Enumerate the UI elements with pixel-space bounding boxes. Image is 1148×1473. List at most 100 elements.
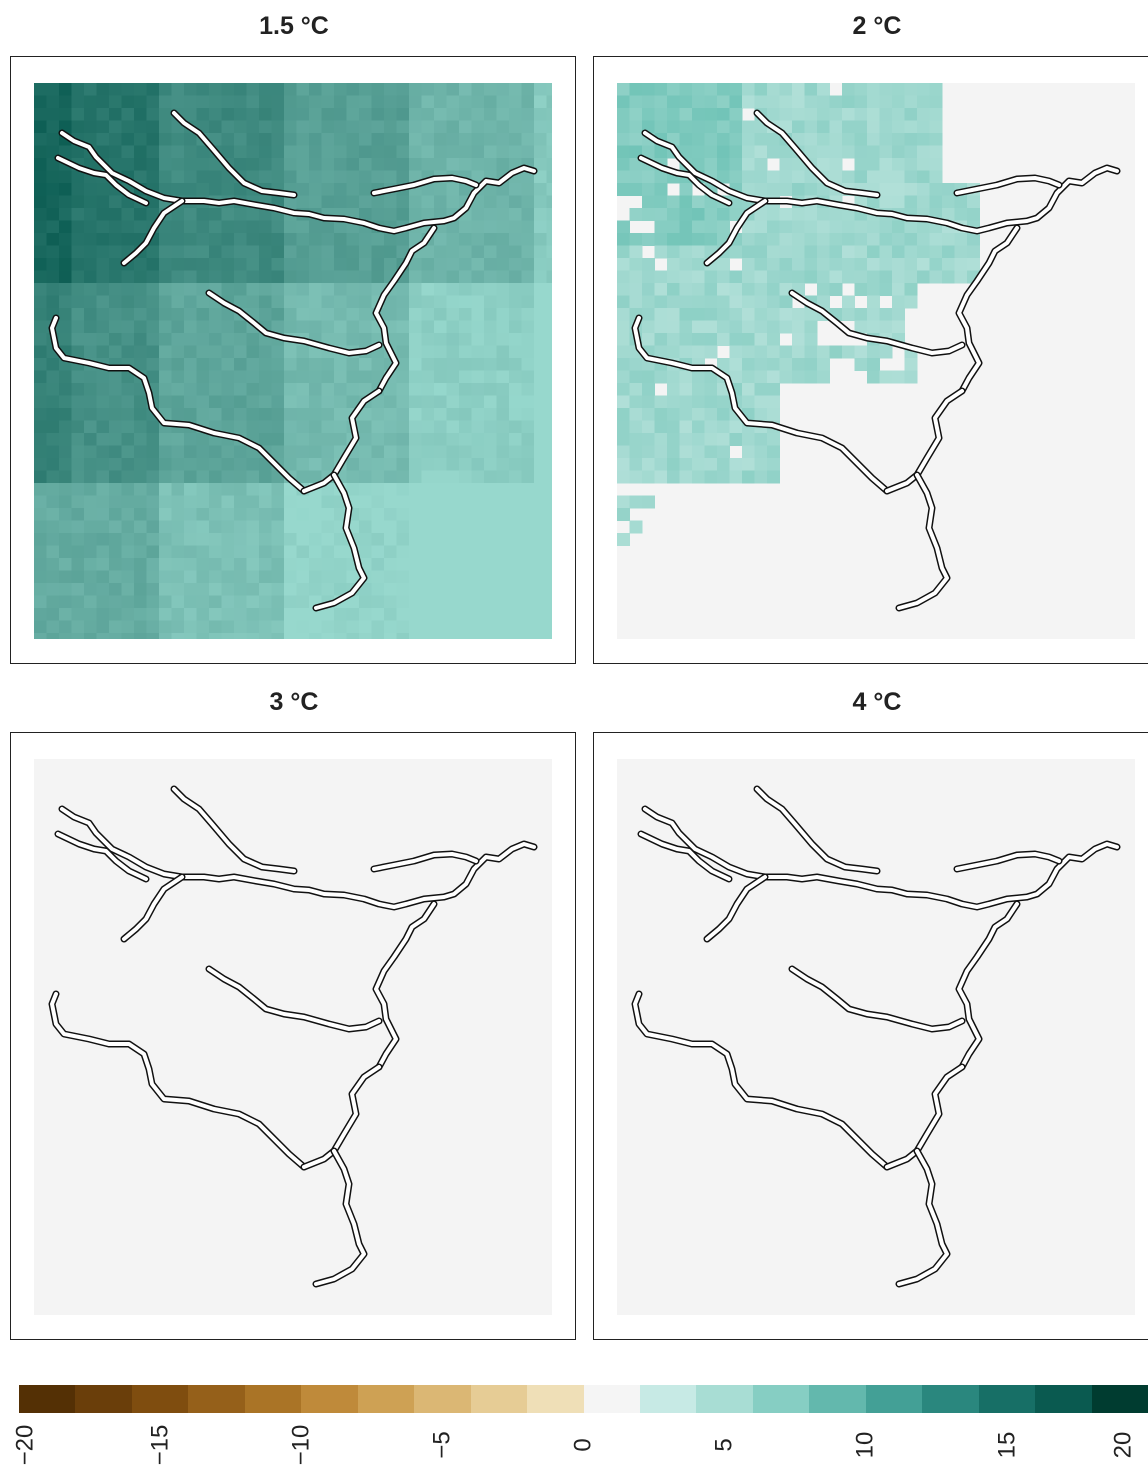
- raster-cell: [779, 170, 793, 184]
- raster-cell: [159, 345, 172, 359]
- raster-cell: [629, 95, 643, 109]
- raster-cell: [729, 95, 743, 109]
- raster-cell: [134, 545, 147, 559]
- raster-cell: [471, 545, 485, 559]
- raster-cell: [546, 545, 552, 559]
- raster-cell: [409, 458, 422, 471]
- raster-cell: [546, 83, 552, 96]
- raster-cell: [334, 120, 347, 134]
- raster-cell: [209, 383, 222, 396]
- raster-cell: [434, 333, 447, 346]
- raster-cell: [221, 145, 235, 159]
- raster-cell: [371, 108, 385, 121]
- raster-cell: [434, 420, 447, 434]
- raster-cell: [917, 270, 930, 284]
- raster-cell: [534, 283, 547, 296]
- river-channel: [56, 832, 148, 881]
- raster-cell: [146, 583, 160, 596]
- raster-cell: [729, 420, 743, 434]
- raster-cell: [109, 220, 122, 234]
- raster-cell: [284, 633, 297, 639]
- raster-cell: [679, 220, 693, 234]
- raster-cell: [804, 270, 818, 284]
- raster-cell: [629, 258, 643, 271]
- raster-cell: [546, 308, 552, 321]
- raster-cell: [221, 445, 235, 459]
- raster-cell: [121, 83, 135, 96]
- panel-title-2c: 2 °C: [852, 12, 902, 40]
- raster-cell: [34, 533, 47, 546]
- raster-cell: [71, 208, 85, 221]
- raster-cell: [34, 120, 47, 134]
- raster-cell: [817, 208, 830, 221]
- raster-cell: [409, 370, 422, 384]
- raster-cell: [284, 283, 297, 296]
- raster-cell: [892, 183, 905, 196]
- raster-cell: [779, 108, 793, 121]
- raster-cell: [879, 245, 893, 259]
- raster-cell: [296, 458, 310, 471]
- raster-cell: [421, 308, 435, 321]
- raster-cell: [617, 383, 630, 396]
- raster-cell: [754, 95, 768, 109]
- raster-cell: [534, 345, 547, 359]
- raster-cell: [309, 608, 322, 621]
- raster-cell: [396, 420, 410, 434]
- raster-cell: [629, 458, 643, 471]
- raster-cell: [59, 108, 72, 121]
- raster-cell: [384, 433, 397, 446]
- raster-cell: [817, 258, 830, 271]
- raster-cell: [754, 258, 768, 271]
- raster-cell: [842, 345, 855, 359]
- raster-cell: [629, 383, 643, 396]
- raster-cell: [59, 433, 72, 446]
- raster-cell: [817, 370, 830, 384]
- raster-cell: [109, 83, 122, 96]
- raster-cell: [109, 545, 122, 559]
- raster-cell: [754, 158, 768, 171]
- raster-cell: [334, 320, 347, 334]
- raster-cell: [496, 470, 510, 484]
- raster-cell: [359, 270, 372, 284]
- raster-cell: [46, 633, 60, 639]
- raster-cell: [496, 283, 510, 296]
- raster-cell: [309, 295, 322, 309]
- raster-cell: [84, 295, 97, 309]
- raster-cell: [146, 170, 160, 184]
- raster-cell: [259, 533, 272, 546]
- raster-cell: [334, 583, 347, 596]
- raster-cell: [471, 308, 485, 321]
- raster-cell: [121, 445, 135, 459]
- raster-cell: [829, 220, 843, 234]
- raster-cell: [396, 108, 410, 121]
- raster-cell: [96, 258, 110, 271]
- raster-cell: [121, 208, 135, 221]
- raster-cell: [617, 158, 630, 171]
- raster-cell: [84, 570, 97, 584]
- raster-cell: [446, 183, 460, 196]
- raster-cell: [767, 95, 780, 109]
- raster-cell: [34, 133, 47, 146]
- raster-cell: [371, 208, 385, 221]
- raster-cell: [271, 545, 285, 559]
- raster-cell: [221, 320, 235, 334]
- raster-cell: [209, 308, 222, 321]
- raster-cell: [842, 245, 855, 259]
- raster-cell: [496, 445, 510, 459]
- raster-cell: [221, 258, 235, 271]
- raster-cell: [84, 408, 97, 421]
- raster-cell: [134, 470, 147, 484]
- raster-cell: [446, 595, 460, 609]
- raster-cell: [246, 420, 260, 434]
- raster-cell: [396, 83, 410, 96]
- raster-cell: [654, 120, 668, 134]
- raster-cell: [484, 633, 497, 639]
- raster-cell: [717, 420, 730, 434]
- raster-cell: [109, 445, 122, 459]
- river-channel: [60, 131, 536, 233]
- raster-cell: [346, 195, 360, 209]
- raster-cell: [521, 270, 535, 284]
- raster-cell: [84, 258, 97, 271]
- raster-cell: [804, 345, 818, 359]
- raster-cell: [134, 320, 147, 334]
